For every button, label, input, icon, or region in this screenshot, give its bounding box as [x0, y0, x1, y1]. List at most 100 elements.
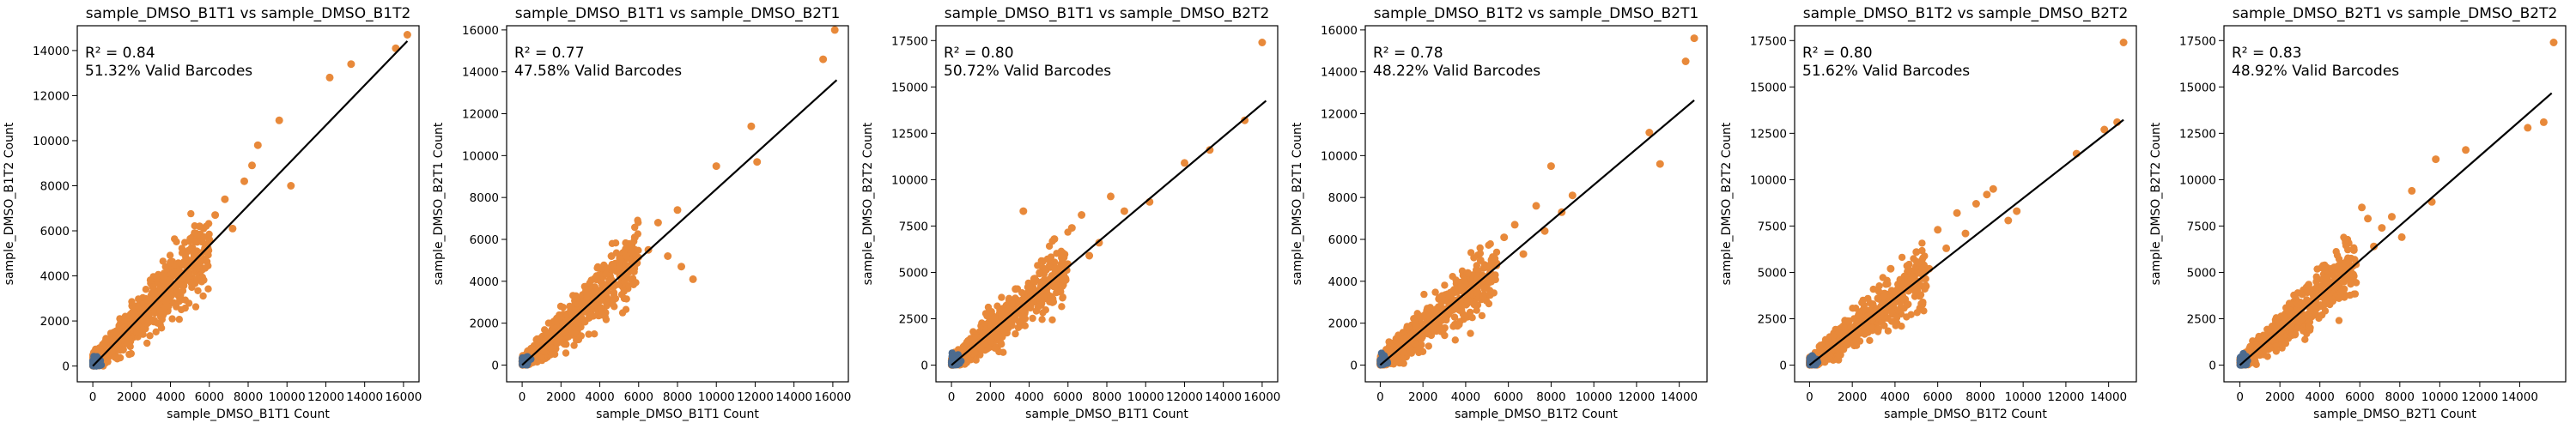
- scatter-panel-3: 0 2000 4000 6000 8000 10000 12000 14000 16000025…: [861, 5, 1280, 421]
- y-tick-label: 2000: [1328, 317, 1358, 331]
- x-tick-label: 8000: [1092, 390, 1121, 404]
- y-axis-label: sample_DMSO_B1T2 Count: [3, 122, 16, 285]
- orange-point: [547, 344, 555, 352]
- x-tick-label: 10000: [269, 390, 306, 404]
- blue-point: [949, 356, 957, 364]
- orange-point: [1435, 325, 1443, 334]
- data-point: [607, 252, 616, 260]
- orange-point: [1824, 352, 1832, 360]
- orange-point: [167, 293, 175, 300]
- data-point: [753, 158, 762, 166]
- chart-title: sample_DMSO_B1T2 vs sample_DMSO_B2T2: [1803, 5, 2129, 22]
- x-tick-label: 14000: [1205, 390, 1242, 404]
- data-point: [1942, 244, 1951, 252]
- x-tick-label: 0: [948, 390, 956, 404]
- orange-point: [544, 319, 553, 327]
- orange-point: [1467, 329, 1474, 337]
- orange-point: [156, 312, 165, 321]
- orange-point: [1852, 341, 1861, 349]
- orange-point: [574, 335, 583, 344]
- orange-point: [1403, 333, 1411, 341]
- orange-point: [179, 282, 186, 290]
- scatter-panel-5: 0 2000 4000 6000 8000 10000 12000 1400002500500…: [1720, 5, 2137, 421]
- orange-point: [1492, 248, 1501, 257]
- data-point: [167, 258, 174, 267]
- y-tick-label: 16000: [1321, 24, 1358, 38]
- orange-point: [556, 314, 563, 322]
- orange-point: [1869, 300, 1877, 308]
- orange-point: [1875, 282, 1883, 290]
- orange-point: [1858, 299, 1866, 306]
- orange-point: [629, 281, 637, 288]
- orange-point: [1892, 322, 1899, 329]
- orange-point: [1868, 323, 1876, 332]
- orange-point: [194, 287, 202, 294]
- orange-point: [102, 351, 110, 359]
- y-tick-label: 7500: [1758, 220, 1787, 233]
- orange-point: [1473, 306, 1480, 314]
- data-point: [1019, 207, 1028, 215]
- orange-point: [101, 338, 109, 346]
- y-tick-label: 17500: [1750, 34, 1787, 48]
- orange-point: [1874, 287, 1883, 295]
- scatter-panel-6: 0 2000 4000 6000 8000 10000 12000 1400002500500…: [2149, 5, 2567, 421]
- orange-point: [154, 319, 161, 327]
- orange-point: [156, 307, 164, 315]
- y-tick-label: 4000: [1328, 275, 1358, 289]
- orange-point: [1866, 336, 1874, 344]
- x-tick-label: 16000: [814, 390, 851, 404]
- orange-point: [1862, 329, 1869, 337]
- y-tick-label: 0: [62, 360, 70, 374]
- data-point: [1438, 292, 1446, 300]
- y-axis-label: sample_DMSO_B2T1 Count: [1291, 122, 1304, 285]
- data-point: [156, 285, 165, 293]
- data-point: [1038, 257, 1047, 265]
- orange-point: [1395, 339, 1404, 347]
- x-tick-label: 8000: [234, 390, 263, 404]
- orange-point: [1008, 322, 1016, 329]
- dense-point-cloud: [1806, 239, 1930, 369]
- orange-point: [1021, 322, 1030, 329]
- r-squared-label: R² = 0.77: [514, 45, 585, 62]
- outlier-points: [1855, 39, 2128, 319]
- y-tick-label: 17500: [891, 34, 928, 48]
- orange-point: [602, 270, 610, 278]
- data-point: [1078, 211, 1086, 219]
- orange-point: [972, 356, 980, 364]
- orange-point: [620, 278, 629, 286]
- orange-point: [1904, 300, 1911, 308]
- scatter-panel-4: 0 2000 4000 6000 8000 10000 12000 1400002000400…: [1291, 5, 1708, 421]
- y-tick-label: 0: [491, 359, 499, 372]
- blue-point: [1806, 354, 1814, 362]
- orange-point: [999, 333, 1006, 341]
- orange-point: [1441, 323, 1449, 332]
- data-point: [1690, 34, 1698, 43]
- orange-point: [562, 341, 570, 348]
- x-tick-label: 4000: [1451, 390, 1480, 404]
- y-tick-label: 4000: [470, 275, 499, 289]
- orange-point: [199, 292, 207, 300]
- orange-point: [1012, 329, 1019, 338]
- orange-point: [1059, 262, 1066, 269]
- orange-point: [159, 257, 167, 265]
- orange-point: [1431, 288, 1439, 296]
- data-point: [1656, 160, 1664, 168]
- orange-point: [1887, 308, 1896, 316]
- orange-point: [1430, 325, 1438, 334]
- orange-point: [1473, 262, 1481, 269]
- orange-point: [1018, 289, 1026, 297]
- orange-point: [134, 328, 142, 336]
- orange-point: [1034, 303, 1042, 311]
- orange-point: [166, 251, 174, 259]
- orange-point: [585, 330, 592, 338]
- orange-point: [617, 291, 626, 299]
- data-point: [1532, 202, 1540, 210]
- regression-line: [951, 100, 1267, 366]
- orange-point: [1883, 276, 1891, 284]
- orange-point: [1059, 282, 1066, 290]
- y-tick-label: 14000: [1321, 66, 1358, 80]
- orange-point: [168, 315, 176, 323]
- x-axis-label: sample_DMSO_B1T1 Count: [167, 408, 330, 421]
- y-tick-label: 6000: [40, 225, 70, 239]
- orange-point: [201, 264, 210, 272]
